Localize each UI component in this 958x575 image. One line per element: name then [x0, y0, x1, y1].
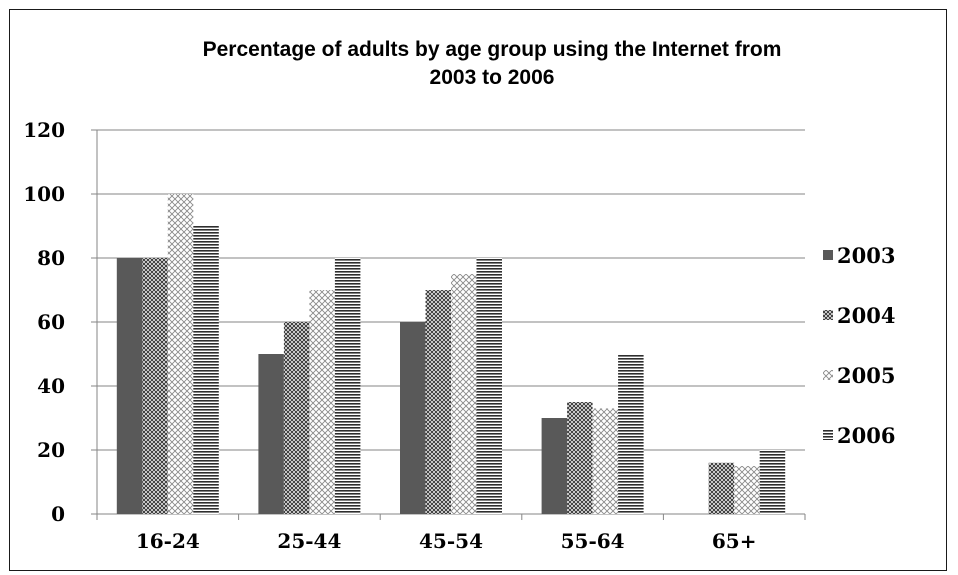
legend-swatch-2005 — [823, 370, 833, 380]
legend-label-2005: 2005 — [837, 363, 895, 388]
chart-frame: Percentage of adults by age group using … — [9, 9, 947, 571]
bar-2004-25-44 — [283, 322, 310, 514]
y-tick-label-40: 40 — [37, 374, 65, 398]
x-tick-label-65+: 65+ — [712, 529, 757, 553]
bar-2005-45-54 — [451, 274, 477, 514]
bar-2004-55-64 — [567, 402, 593, 514]
bar-2003-25-44 — [258, 354, 284, 514]
legend-label-2004: 2004 — [837, 303, 895, 328]
x-tick-label-55-64: 55-64 — [561, 529, 625, 553]
legend-label-2003: 2003 — [837, 243, 895, 268]
y-tick-label-100: 100 — [23, 182, 65, 206]
legend-swatch-2006 — [823, 430, 833, 440]
bar-2006-16-24 — [193, 226, 219, 514]
y-tick-label-20: 20 — [37, 438, 65, 462]
x-tick-label-25-44: 25-44 — [277, 529, 341, 553]
bar-2003-16-24 — [116, 258, 143, 514]
bar-2006-65+ — [759, 450, 786, 514]
bar-2005-25-44 — [309, 290, 335, 514]
bar-2005-65+ — [734, 466, 760, 514]
chart-title-line-1: Percentage of adults by age group using … — [203, 38, 782, 61]
bar-2005-55-64 — [592, 408, 619, 514]
y-tick-label-60: 60 — [37, 310, 65, 334]
bars — [116, 194, 786, 514]
bar-2003-45-54 — [400, 322, 426, 514]
y-tick-label-120: 120 — [23, 118, 65, 142]
bar-2004-45-54 — [425, 290, 451, 514]
legend-swatch-2003 — [823, 250, 833, 260]
bar-chart: Percentage of adults by age group using … — [23, 38, 895, 553]
legend: 2003 2004 2005 2006 — [823, 243, 895, 448]
bar-2005-16-24 — [167, 194, 194, 514]
bar-2004-16-24 — [142, 258, 168, 514]
bar-2004-65+ — [708, 462, 735, 514]
x-tick-label-16-24: 16-24 — [136, 529, 200, 553]
bar-2006-55-64 — [618, 354, 644, 514]
bar-2006-45-54 — [476, 258, 502, 514]
bar-2006-25-44 — [334, 258, 361, 514]
legend-label-2006: 2006 — [837, 423, 895, 448]
y-tick-label-0: 0 — [51, 502, 65, 526]
x-tick-label-45-54: 45-54 — [419, 529, 483, 553]
legend-swatch-2004 — [823, 310, 833, 320]
tick-labels: 0 20 40 60 80 100 120 16-24 25-44 45-54 55-64 65+ — [23, 118, 756, 553]
y-tick-label-80: 80 — [37, 246, 65, 270]
bar-2003-55-64 — [541, 418, 568, 514]
chart-title-line-2: 2003 to 2006 — [430, 66, 555, 89]
